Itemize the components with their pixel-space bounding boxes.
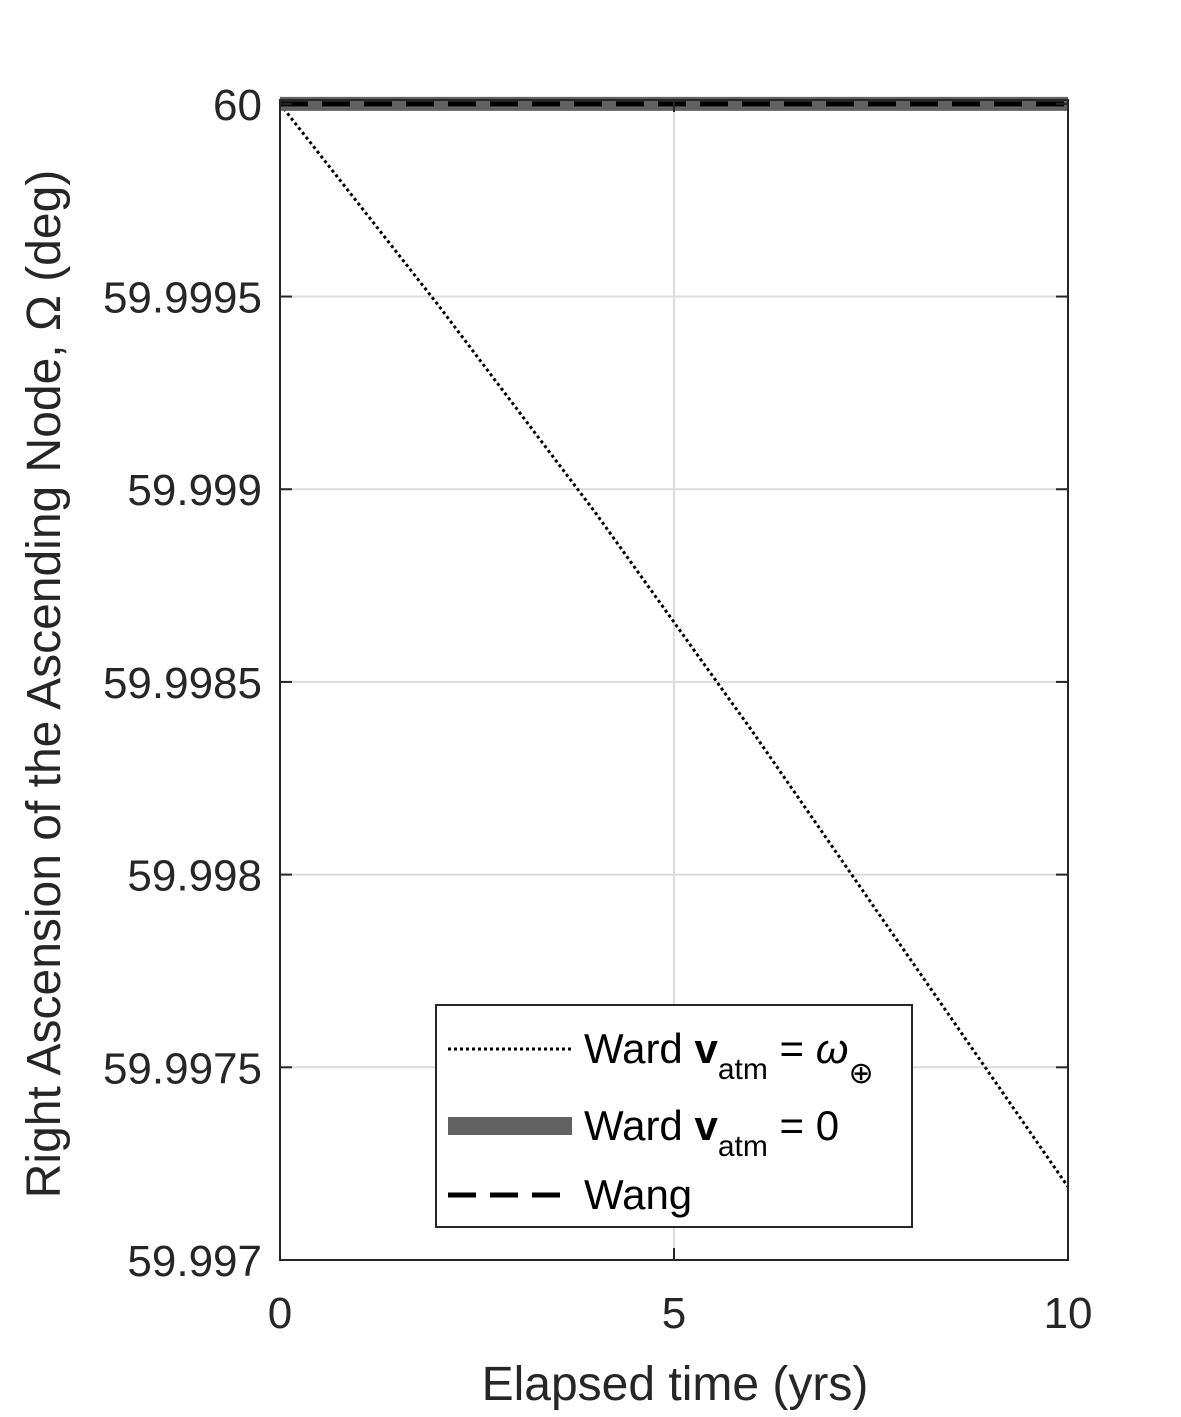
y-tick-label: 59.9975 — [103, 1044, 262, 1093]
y-tick-label: 59.997 — [127, 1237, 262, 1286]
y-tick-label: 59.999 — [127, 466, 262, 515]
x-axis-title: Elapsed time (yrs) — [482, 1358, 869, 1411]
legend: Ward vatm = ω⊕ Ward vatm = 0 Wang — [435, 1004, 913, 1228]
legend-label-1: Ward vatm = ω⊕ — [584, 1025, 874, 1090]
plot-area — [279, 100, 1069, 1261]
x-tick-label: 0 — [268, 1289, 292, 1338]
series-line-1 — [278, 102, 1070, 1188]
y-tick-label: 59.9995 — [103, 274, 262, 323]
legend-label-3: Wang — [584, 1171, 692, 1218]
y-tick-label: 59.998 — [127, 852, 262, 901]
y-axis-title: Right Ascension of the Ascending Node, Ω… — [18, 170, 71, 1199]
legend-label-2: Ward vatm = 0 — [584, 1102, 839, 1163]
axes-layer: 0 5 10 59.997 59.9975 59.998 59.9985 59.999 59.9… — [103, 81, 1093, 1338]
legend-box — [435, 1004, 913, 1228]
y-tick-label: 59.9985 — [103, 659, 262, 708]
x-tick-label: 10 — [1044, 1289, 1093, 1338]
x-tick-label: 5 — [662, 1289, 686, 1338]
y-tick-label: 60 — [213, 81, 262, 130]
